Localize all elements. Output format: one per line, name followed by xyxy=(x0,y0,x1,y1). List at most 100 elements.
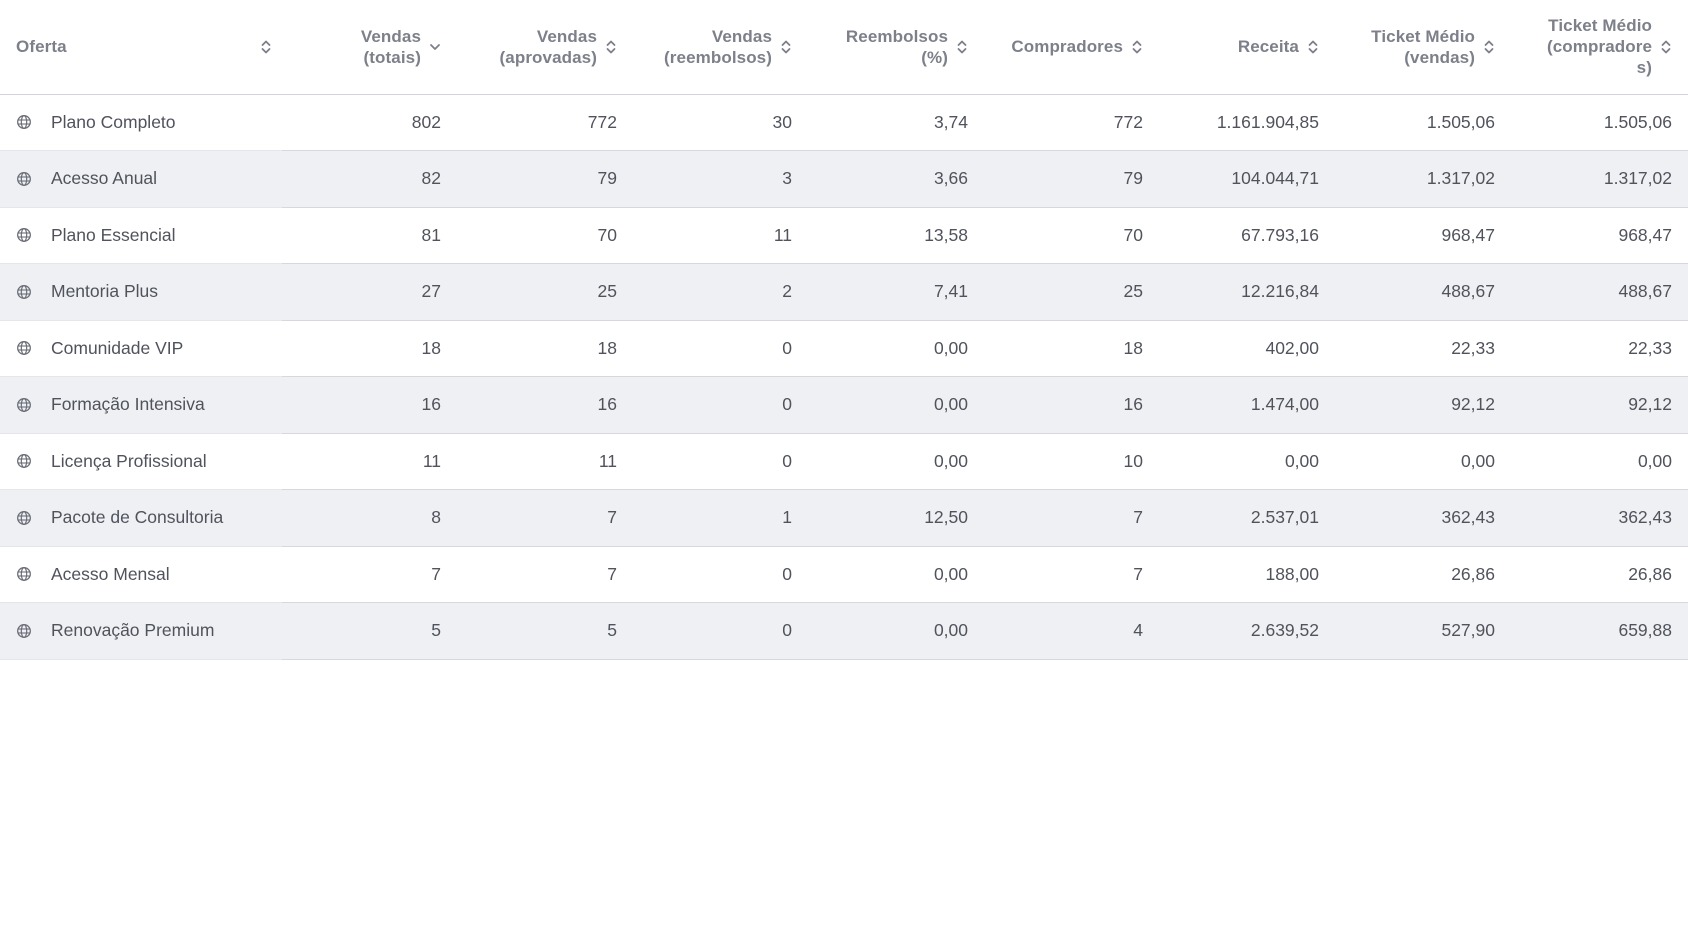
cell-oferta[interactable]: Acesso Mensal xyxy=(0,546,282,603)
header-row: Oferta Vendas (totais) Vendas (aprovadas) V… xyxy=(0,0,1688,95)
cell-receita: 1.474,00 xyxy=(1159,376,1335,434)
globe-icon xyxy=(16,623,32,639)
globe-icon xyxy=(16,340,32,356)
cell-ticket-medio-compradores: 488,67 xyxy=(1511,263,1688,321)
table-row[interactable]: Acesso Mensal 7 7 0 0,00 7 188,00 26,86 26,86 xyxy=(0,546,1688,603)
cell-oferta[interactable]: Mentoria Plus xyxy=(0,263,282,321)
table-row[interactable]: Renovação Premium 5 5 0 0,00 4 2.639,52 527,90 6… xyxy=(0,602,1688,660)
cell-compradores: 772 xyxy=(984,94,1159,151)
column-header-vendas-aprovadas[interactable]: Vendas (aprovadas) xyxy=(457,0,633,95)
offer-link[interactable]: Plano Completo xyxy=(16,112,266,133)
offer-name: Renovação Premium xyxy=(51,620,215,641)
column-header-ticket-medio-compradores[interactable]: Ticket Médio (compradore s) xyxy=(1511,0,1688,95)
cell-vendas-reembolsos: 0 xyxy=(633,546,808,603)
cell-vendas-aprovadas: 772 xyxy=(457,94,633,151)
column-header-inner: Vendas (totais) xyxy=(290,26,441,68)
column-header-compradores[interactable]: Compradores xyxy=(984,0,1159,95)
column-header-vendas-reembolsos[interactable]: Vendas (reembolsos) xyxy=(633,0,808,95)
cell-oferta[interactable]: Acesso Anual xyxy=(0,150,282,208)
cell-vendas-aprovadas: 79 xyxy=(457,150,633,208)
cell-vendas-aprovadas: 16 xyxy=(457,376,633,434)
cell-receita: 188,00 xyxy=(1159,546,1335,603)
column-header-inner: Reembolsos (%) xyxy=(816,26,968,68)
column-header-vendas-totais[interactable]: Vendas (totais) xyxy=(282,0,457,95)
cell-compradores: 79 xyxy=(984,150,1159,208)
table-row[interactable]: Mentoria Plus 27 25 2 7,41 25 12.216,84 488,67 4… xyxy=(0,263,1688,321)
cell-vendas-aprovadas: 5 xyxy=(457,602,633,660)
cell-vendas-aprovadas: 25 xyxy=(457,263,633,321)
cell-oferta[interactable]: Formação Intensiva xyxy=(0,376,282,434)
cell-receita: 104.044,71 xyxy=(1159,150,1335,208)
table-row[interactable]: Acesso Anual 82 79 3 3,66 79 104.044,71 1.317,0… xyxy=(0,150,1688,208)
offer-link[interactable]: Licença Profissional xyxy=(16,451,266,472)
cell-receita: 0,00 xyxy=(1159,433,1335,490)
sort-updown-icon[interactable] xyxy=(1483,38,1495,56)
offer-link[interactable]: Mentoria Plus xyxy=(16,281,266,302)
offer-link[interactable]: Acesso Anual xyxy=(16,168,266,189)
column-header-oferta[interactable]: Oferta xyxy=(0,0,282,95)
offer-name: Mentoria Plus xyxy=(51,281,158,302)
table-row[interactable]: Plano Essencial 81 70 11 13,58 70 67.793,16 968… xyxy=(0,207,1688,264)
cell-vendas-totais: 27 xyxy=(282,263,457,321)
column-header-receita[interactable]: Receita xyxy=(1159,0,1335,95)
cell-ticket-medio-compradores: 0,00 xyxy=(1511,433,1688,490)
table-row[interactable]: Comunidade VIP 18 18 0 0,00 18 402,00 22,33 22,3… xyxy=(0,320,1688,377)
cell-oferta[interactable]: Licença Profissional xyxy=(0,433,282,490)
offer-link[interactable]: Comunidade VIP xyxy=(16,338,266,359)
cell-ticket-medio-vendas: 22,33 xyxy=(1335,320,1511,377)
cell-oferta[interactable]: Plano Completo xyxy=(0,94,282,151)
cell-reembolsos-pct: 0,00 xyxy=(808,546,984,603)
offer-link[interactable]: Formação Intensiva xyxy=(16,394,266,415)
cell-compradores: 4 xyxy=(984,602,1159,660)
cell-reembolsos-pct: 0,00 xyxy=(808,602,984,660)
offer-link[interactable]: Acesso Mensal xyxy=(16,564,266,585)
cell-ticket-medio-vendas: 26,86 xyxy=(1335,546,1511,603)
globe-icon xyxy=(16,397,32,413)
cell-reembolsos-pct: 12,50 xyxy=(808,489,984,547)
column-header-label: Compradores xyxy=(1011,37,1123,57)
sort-updown-icon[interactable] xyxy=(1307,38,1319,56)
cell-vendas-reembolsos: 11 xyxy=(633,207,808,264)
cell-oferta[interactable]: Pacote de Consultoria xyxy=(0,489,282,547)
globe-icon xyxy=(16,227,32,243)
cell-receita: 1.161.904,85 xyxy=(1159,94,1335,151)
sort-updown-icon[interactable] xyxy=(260,38,272,56)
sort-updown-icon[interactable] xyxy=(1131,38,1143,56)
column-header-ticket-medio-vendas[interactable]: Ticket Médio (vendas) xyxy=(1335,0,1511,95)
column-header-label: Receita xyxy=(1237,37,1299,57)
cell-ticket-medio-vendas: 92,12 xyxy=(1335,376,1511,434)
cell-vendas-aprovadas: 7 xyxy=(457,546,633,603)
column-header-label: Reembolsos (%) xyxy=(845,26,948,67)
cell-compradores: 16 xyxy=(984,376,1159,434)
cell-compradores: 25 xyxy=(984,263,1159,321)
cell-ticket-medio-compradores: 26,86 xyxy=(1511,546,1688,603)
cell-vendas-totais: 81 xyxy=(282,207,457,264)
cell-compradores: 10 xyxy=(984,433,1159,490)
cell-oferta[interactable]: Renovação Premium xyxy=(0,602,282,660)
cell-receita: 402,00 xyxy=(1159,320,1335,377)
table-row[interactable]: Plano Completo 802 772 30 3,74 772 1.161.904,8… xyxy=(0,94,1688,151)
column-header-inner: Oferta xyxy=(16,36,272,57)
cell-vendas-reembolsos: 30 xyxy=(633,94,808,151)
sort-updown-icon[interactable] xyxy=(605,38,617,56)
table-row[interactable]: Licença Profissional 11 11 0 0,00 10 0,00 0,00 0… xyxy=(0,433,1688,490)
cell-oferta[interactable]: Plano Essencial xyxy=(0,207,282,264)
sort-updown-icon[interactable] xyxy=(780,38,792,56)
sort-updown-icon[interactable] xyxy=(1660,38,1672,56)
offer-link[interactable]: Renovação Premium xyxy=(16,620,266,641)
cell-vendas-totais: 8 xyxy=(282,489,457,547)
table-row[interactable]: Formação Intensiva 16 16 0 0,00 16 1.474,00 92,… xyxy=(0,376,1688,434)
globe-icon xyxy=(16,453,32,469)
offer-name: Licença Profissional xyxy=(51,450,207,471)
sort-updown-icon[interactable] xyxy=(956,38,968,56)
table-row[interactable]: Pacote de Consultoria 8 7 1 12,50 7 2.537,01 36… xyxy=(0,489,1688,547)
column-header-reembolsos-pct[interactable]: Reembolsos (%) xyxy=(808,0,984,95)
globe-icon xyxy=(16,114,32,130)
sort-down-icon[interactable] xyxy=(429,38,441,56)
offer-link[interactable]: Plano Essencial xyxy=(16,225,266,246)
offer-name: Acesso Mensal xyxy=(51,563,170,584)
cell-vendas-totais: 11 xyxy=(282,433,457,490)
cell-oferta[interactable]: Comunidade VIP xyxy=(0,320,282,377)
offer-link[interactable]: Pacote de Consultoria xyxy=(16,507,266,528)
table-body: Plano Completo 802 772 30 3,74 772 1.161.904,8… xyxy=(0,94,1688,660)
